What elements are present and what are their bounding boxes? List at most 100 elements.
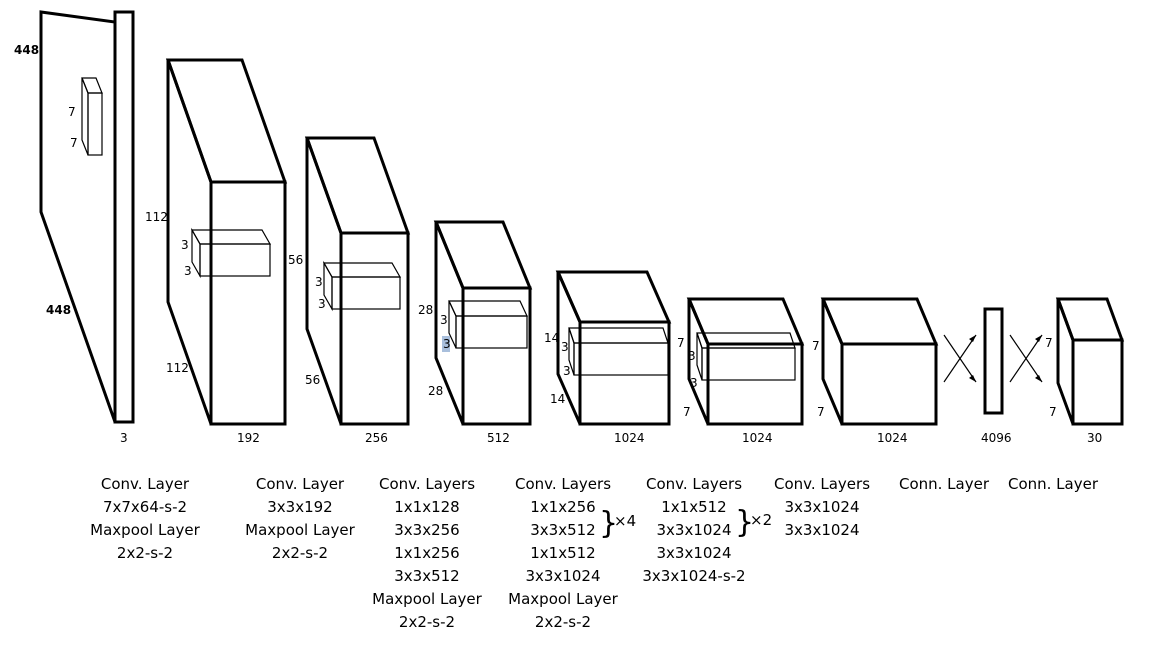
caption-line: Conn. Layer	[1008, 475, 1099, 493]
vol6-height-label: 7	[677, 336, 685, 350]
vol4-depth-label: 512	[487, 431, 510, 445]
volume-7x7x1024-a	[686, 297, 805, 426]
caption-line: 3x3x512	[530, 521, 595, 539]
caption-stage6: Conv. Layers 3x3x1024 3x3x1024	[774, 475, 870, 539]
repeat-count-x2: ×2	[750, 511, 772, 529]
caption-stage4: Conv. Layers 1x1x256 3x3x512 1x1x512 3x3…	[508, 475, 636, 631]
caption-line: 1x1x128	[394, 498, 459, 516]
vol2-height-label: 112	[145, 210, 168, 224]
input-height-label: 448	[14, 43, 39, 57]
caption-line: 2x2-s-2	[535, 613, 591, 631]
kernel2-h-label: 3	[181, 238, 189, 252]
input-volume	[39, 10, 135, 424]
kernel6-h-label: 3	[688, 349, 696, 363]
kernel-box-3x3	[442, 300, 528, 352]
volume-112x112x192	[165, 58, 288, 426]
caption-line: Conv. Layers	[515, 475, 611, 493]
caption-line: Conv. Layers	[379, 475, 475, 493]
fc1-depth-label: 4096	[981, 431, 1012, 445]
vol7-height-label: 7	[812, 339, 820, 353]
vol3-width-label: 56	[305, 373, 320, 387]
caption-line: 1x1x256	[530, 498, 595, 516]
kernel-box-3x3	[322, 260, 402, 312]
caption-line: 7x7x64-s-2	[103, 498, 187, 516]
caption-line: Conv. Layer	[101, 475, 190, 493]
kernel-box-7x7	[81, 77, 103, 156]
kernel1-h-label: 7	[68, 105, 76, 119]
vol4-height-label: 28	[418, 303, 433, 317]
vol2-width-label: 112	[166, 361, 189, 375]
output-depth-label: 30	[1087, 431, 1102, 445]
vol3-height-label: 56	[288, 253, 303, 267]
volume-28x28x512	[433, 220, 533, 426]
caption-line: 3x3x1024	[656, 521, 731, 539]
fc-4096-bar	[983, 307, 1004, 415]
kernel5-w-label: 3	[563, 364, 571, 378]
input-depth-label: 3	[120, 431, 128, 445]
kernel3-h-label: 3	[315, 275, 323, 289]
output-volume-7x7x30	[1055, 297, 1125, 426]
kernel1-w-label: 7	[70, 136, 78, 150]
caption-line: Maxpool Layer	[508, 590, 618, 608]
caption-line: 1x1x256	[394, 544, 459, 562]
caption-line: Conv. Layer	[256, 475, 345, 493]
vol7-width-label: 7	[817, 405, 825, 419]
caption-fc2: Conn. Layer	[1008, 475, 1099, 493]
caption-line: 1x1x512	[530, 544, 595, 562]
output-height-label: 7	[1045, 336, 1053, 350]
volume-14x14x1024	[555, 270, 672, 426]
connection-arrows-2	[1009, 334, 1043, 383]
caption-line: 1x1x512	[661, 498, 726, 516]
vol5-depth-label: 1024	[614, 431, 645, 445]
vol3-depth-label: 256	[365, 431, 388, 445]
vol4-width-label: 28	[428, 384, 443, 398]
connection-arrows-1	[943, 334, 977, 383]
caption-line: 2x2-s-2	[117, 544, 173, 562]
caption-line: 3x3x192	[267, 498, 332, 516]
vol5-height-label: 14	[544, 331, 559, 345]
input-width-label: 448	[46, 303, 71, 317]
kernel2-w-label: 3	[184, 264, 192, 278]
caption-line: Conn. Layer	[899, 475, 990, 493]
caption-line: 3x3x1024-s-2	[642, 567, 745, 585]
caption-stage1: Conv. Layer 7x7x64-s-2 Maxpool Layer 2x2…	[90, 475, 200, 562]
caption-line: Conv. Layers	[646, 475, 742, 493]
caption-line: 2x2-s-2	[272, 544, 328, 562]
kernel-box-3x3	[696, 332, 796, 381]
caption-stage3: Conv. Layers 1x1x128 3x3x256 1x1x256 3x3…	[372, 475, 482, 631]
caption-line: Conv. Layers	[774, 475, 870, 493]
highlight-marker	[442, 336, 450, 352]
caption-line: 3x3x256	[394, 521, 459, 539]
caption-line: 2x2-s-2	[399, 613, 455, 631]
caption-stage5: Conv. Layers 1x1x512 3x3x1024 3x3x1024 3…	[642, 475, 772, 585]
caption-stage2: Conv. Layer 3x3x192 Maxpool Layer 2x2-s-…	[245, 475, 355, 562]
caption-line: Maxpool Layer	[245, 521, 355, 539]
caption-line: Maxpool Layer	[90, 521, 200, 539]
kernel6-w-label: 3	[690, 376, 698, 390]
caption-line: 3x3x512	[394, 567, 459, 585]
repeat-brace: }	[735, 505, 754, 540]
volume-7x7x1024-b	[820, 297, 939, 426]
caption-line: 3x3x1024	[784, 521, 859, 539]
kernel3-w-label: 3	[318, 297, 326, 311]
caption-line: 3x3x1024	[525, 567, 600, 585]
kernel4-h-label: 3	[440, 313, 448, 327]
repeat-brace: }	[599, 506, 618, 541]
kernel-box-3x3	[568, 327, 669, 376]
caption-fc1: Conn. Layer	[899, 475, 990, 493]
kernel-box-3x3	[190, 227, 272, 279]
kernel4-w-label: 3	[443, 337, 451, 351]
vol7-depth-label: 1024	[877, 431, 908, 445]
caption-line: 3x3x1024	[784, 498, 859, 516]
vol2-depth-label: 192	[237, 431, 260, 445]
volume-56x56x256	[304, 136, 411, 426]
vol6-width-label: 7	[683, 405, 691, 419]
caption-line: Maxpool Layer	[372, 590, 482, 608]
caption-line: 3x3x1024	[656, 544, 731, 562]
repeat-count-x4: ×4	[614, 512, 636, 530]
vol5-width-label: 14	[550, 392, 565, 406]
kernel5-h-label: 3	[561, 340, 569, 354]
output-width-label: 7	[1049, 405, 1057, 419]
vol6-depth-label: 1024	[742, 431, 773, 445]
